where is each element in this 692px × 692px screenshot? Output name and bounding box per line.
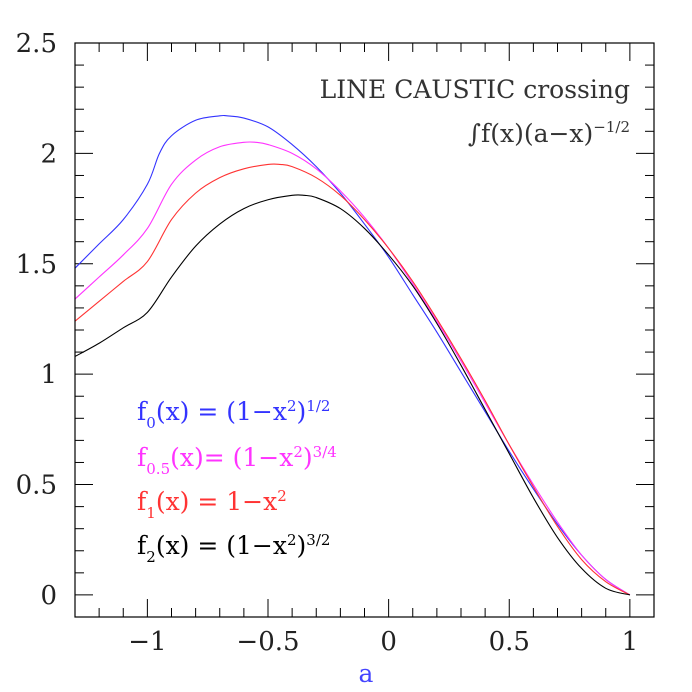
series-lines	[74, 114, 631, 596]
y-tick-label: 0.5	[16, 471, 57, 501]
x-tick-label: 1	[622, 627, 639, 657]
caustic-crossing-annotation: LINE CAUSTIC crossing	[320, 75, 630, 104]
series-line-2	[74, 163, 631, 596]
x-tick-label: −1	[128, 627, 166, 657]
integral-exponent: −1/2	[593, 118, 630, 136]
axis-ticks	[74, 42, 655, 618]
legend-entry: f2(x) = (1−x2)3/2	[137, 531, 330, 566]
x-axis-label: a	[359, 659, 374, 688]
y-tick-label: 2.5	[16, 29, 57, 59]
legend-entry: f0(x) = (1−x2)1/2	[137, 397, 330, 432]
series-line-3	[74, 194, 631, 596]
x-tick-labels: −1 −0.5 0 0.5 1	[128, 627, 638, 657]
y-tick-label: 1.5	[16, 250, 57, 280]
plot-frame	[74, 42, 655, 618]
y-tick-label: 1	[40, 360, 57, 390]
legend-entry: f0.5(x)= (1−x2)3/4	[137, 443, 337, 478]
integral-annotation: ∫f(x)(a−x)−1/2	[468, 118, 630, 148]
legend-entry: f1(x) = 1−x2	[137, 487, 287, 522]
x-tick-label: −0.5	[236, 627, 299, 657]
x-tick-label: 0	[380, 627, 397, 657]
integral-text: ∫f(x)(a−x)	[468, 119, 593, 148]
x-tick-label: 0.5	[489, 627, 530, 657]
y-tick-labels: 0 0.5 1 1.5 2 2.5	[16, 29, 57, 611]
y-tick-label: 0	[40, 581, 57, 611]
series-line-1	[74, 141, 631, 596]
legend: f0(x) = (1−x2)1/2 f0.5(x)= (1−x2)3/4 f1(x)…	[137, 397, 337, 566]
y-tick-label: 2	[40, 139, 57, 169]
